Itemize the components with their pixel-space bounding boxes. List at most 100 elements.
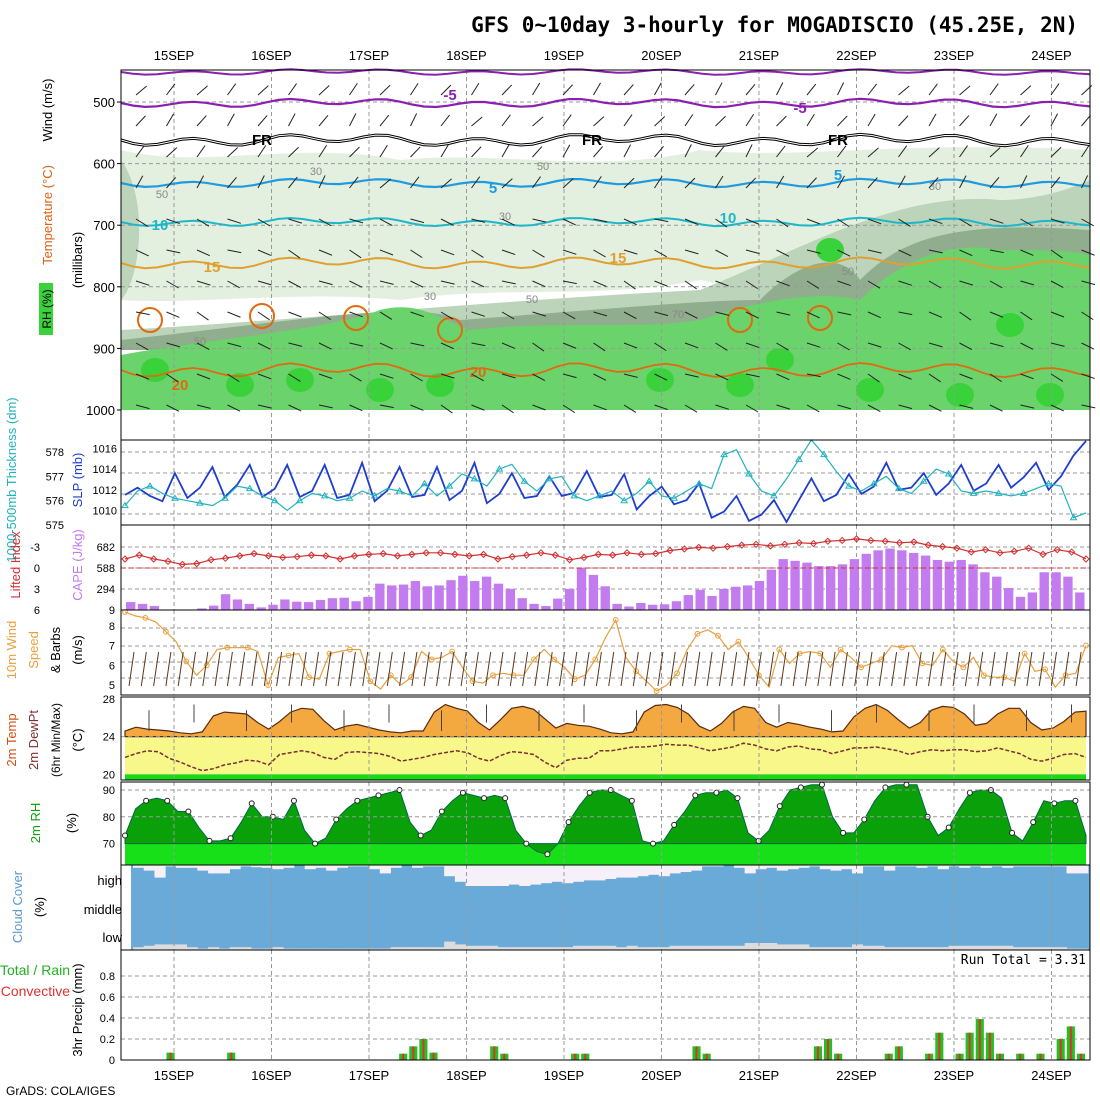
wind-barb: [1081, 114, 1091, 127]
wind-barb: [440, 280, 455, 285]
ylabel-wind-unit: (m/s): [70, 635, 85, 665]
cape-bar: [244, 603, 255, 610]
cloud-low-bar: [927, 947, 939, 950]
rh2-marker: [459, 789, 466, 796]
wind-barb: [806, 280, 820, 289]
rh-2m-panel: 70 80 90 2m RH (%): [28, 781, 1091, 866]
wind-barb: [898, 85, 910, 96]
cloud-low-bar: [809, 947, 821, 950]
cloud-level-label: low: [102, 930, 122, 945]
li-marker: [350, 552, 359, 560]
wind-barb: [715, 145, 725, 158]
wind-barb-10m: [436, 651, 442, 687]
precip-conv-bar: [1019, 1053, 1022, 1060]
li-tick: -3: [30, 542, 40, 554]
wind-barb: [593, 311, 608, 317]
ylabel-minmax: (6hr Min/Max): [49, 703, 63, 777]
wind-barb: [379, 84, 391, 96]
precip-tick: 0.8: [100, 971, 115, 983]
thickness-marker: [720, 450, 728, 458]
wind-barb: [532, 176, 541, 189]
precip-conv-bar: [938, 1032, 941, 1060]
cloud-low-bar: [798, 944, 810, 950]
wind-barb: [684, 404, 698, 413]
rh2-marker: [776, 803, 783, 810]
wind-barb: [1050, 176, 1061, 189]
li-marker: [996, 549, 1004, 557]
isotherm-label: 5: [489, 180, 497, 197]
wind-barb: [501, 373, 516, 379]
wind-marker: [203, 662, 210, 669]
wind-barb-10m: [940, 651, 947, 687]
wind-barb: [867, 342, 882, 348]
rh2-area: [124, 784, 1087, 855]
rh2-marker: [143, 797, 150, 804]
isotherm-label: 20: [172, 377, 189, 394]
cloud-low-bar: [444, 941, 456, 950]
cloud-low-bar: [326, 948, 338, 950]
wind-barb: [654, 82, 662, 96]
wind-barb-10m: [325, 651, 332, 687]
li-marker: [824, 537, 832, 545]
li-marker: [149, 555, 158, 563]
cloud-low-bar: [433, 947, 445, 950]
cape-bar: [956, 559, 966, 610]
wind-barb: [410, 342, 425, 347]
wind-barb: [562, 178, 574, 189]
cloud-high-bar: [744, 865, 756, 874]
cloud-low-bar: [572, 945, 585, 950]
wind-barb: [806, 373, 821, 378]
cloud-low-bar: [648, 947, 660, 950]
wind-barb: [989, 311, 1004, 318]
wind-barb: [776, 311, 791, 316]
wind-marker: [142, 615, 149, 621]
rh2-marker: [650, 840, 657, 847]
cloud-low-bar: [744, 943, 756, 950]
cape-bar: [648, 604, 658, 610]
wind-barb: [867, 249, 882, 254]
wind-marker: [244, 644, 251, 651]
cloud-high-bar: [991, 865, 1003, 867]
wind-barb: [1050, 249, 1063, 259]
thickness-marker: [770, 491, 778, 499]
cape-bar: [410, 581, 421, 610]
date-label-bottom: 19SEP: [544, 1068, 584, 1083]
cloud-low-bar: [884, 947, 896, 950]
rh2-marker: [544, 851, 551, 858]
wind-barb: [135, 280, 150, 286]
date-label-top: 19SEP: [544, 48, 584, 63]
thickness-marker: [894, 484, 903, 492]
wind-barb: [288, 280, 302, 289]
wind-barb: [135, 404, 150, 410]
cloud-high-bar: [905, 865, 917, 867]
ylabel-rh2: 2m RH: [28, 803, 43, 843]
cloud-low-bar: [615, 947, 627, 950]
cloud-high-bar: [669, 865, 681, 874]
cloud-low-bar: [154, 944, 166, 950]
rh-core: [426, 373, 454, 397]
cape-tick: 588: [97, 563, 115, 575]
wind-barb: [776, 218, 789, 228]
wind-barb: [562, 342, 577, 349]
wind-barb: [928, 342, 943, 348]
cloud-low-bar: [1045, 947, 1057, 950]
cloud-low-bar: [787, 944, 799, 950]
ylabel-temp-unit: (°C): [70, 728, 85, 751]
li-marker: [250, 549, 258, 558]
wind-barb: [379, 280, 394, 285]
wind-barb: [623, 114, 633, 127]
precip-frame: [120, 949, 1091, 1061]
cloud-low-bar: [487, 945, 499, 950]
cloud-high-bar: [712, 865, 724, 867]
wind-barb: [745, 218, 760, 225]
cloud-high-bar: [444, 865, 456, 877]
wind-barb: [654, 373, 668, 381]
wind-barb: [593, 116, 605, 127]
wind-barb: [440, 144, 449, 158]
rh-contour-label: 70: [672, 309, 684, 321]
wind-barb: [1081, 280, 1096, 286]
cape-bar: [1039, 572, 1049, 610]
li-marker: [953, 544, 961, 552]
thickness-tick: 577: [46, 471, 64, 483]
wind-barb-10m: [768, 651, 775, 687]
